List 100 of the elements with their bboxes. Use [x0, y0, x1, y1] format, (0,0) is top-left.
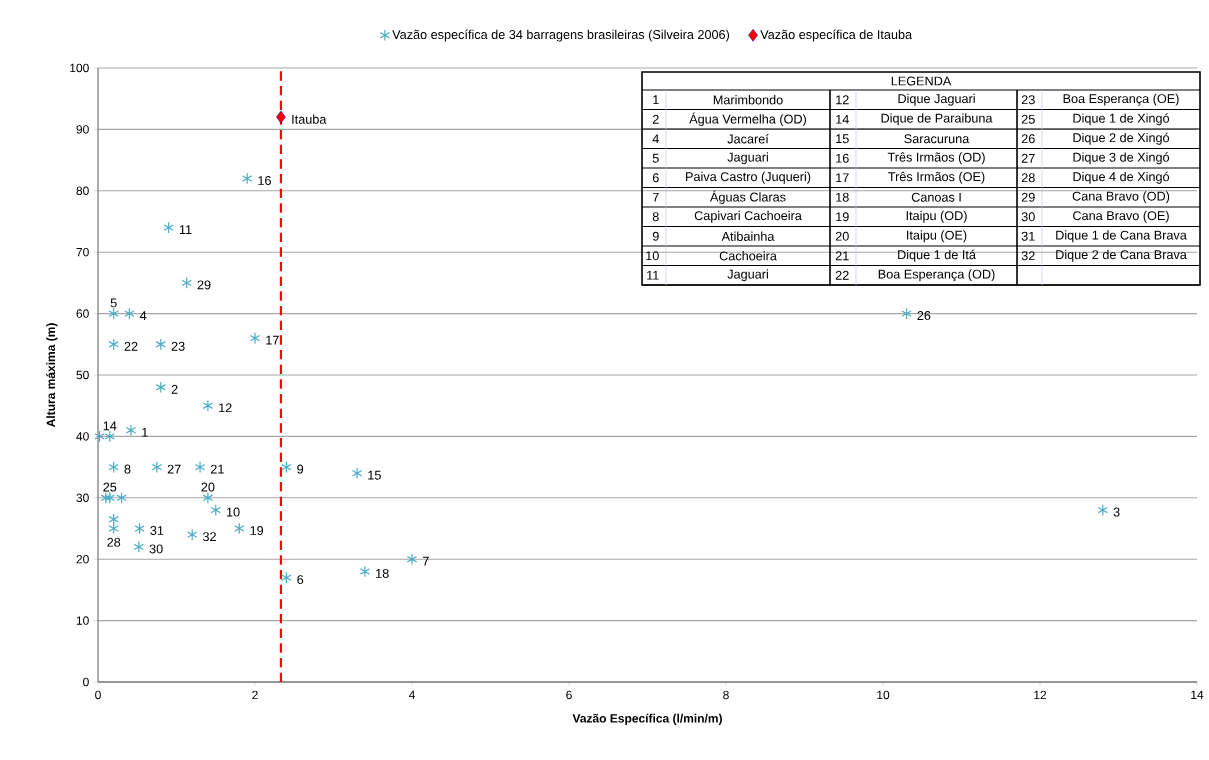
- point: [100, 491, 112, 504]
- annotation: 3: [1113, 507, 1120, 517]
- point: [202, 491, 214, 504]
- annotation: 8: [124, 464, 131, 474]
- y-tick-label: 30: [76, 493, 89, 503]
- annotation: Boa Esperança (OD): [878, 269, 995, 282]
- point: [351, 467, 363, 480]
- annotation: 19: [836, 212, 849, 222]
- annotation: Dique 1 de Itá: [898, 249, 976, 262]
- x-tick-label: 12: [1034, 690, 1047, 700]
- annotation: 9: [297, 464, 304, 474]
- annotation: 15: [836, 134, 849, 144]
- annotation: 22: [835, 270, 849, 280]
- annotation: 20: [835, 231, 849, 241]
- point: [281, 461, 292, 474]
- annotation: 21: [210, 464, 224, 474]
- annotation: Itauba: [292, 114, 327, 124]
- point: [124, 307, 135, 320]
- annotation: 26: [1021, 134, 1035, 144]
- y-tick-label: 100: [70, 63, 89, 73]
- annotation: 26: [917, 311, 931, 321]
- annotation: 5: [110, 298, 117, 308]
- annotation: Atibainha: [721, 231, 775, 241]
- annotation: Cana Bravo (OD): [1072, 191, 1170, 204]
- point: [1097, 504, 1109, 517]
- point: [155, 381, 167, 394]
- annotation: 15: [368, 470, 381, 480]
- y-tick-label: 10: [76, 616, 89, 625]
- annotation: 17: [266, 335, 279, 345]
- point: [194, 461, 206, 474]
- annotation: 2: [652, 114, 659, 124]
- annotation: 1: [142, 427, 148, 437]
- y-tick-label: 90: [76, 125, 89, 134]
- annotation: 30: [149, 544, 163, 554]
- x-tick-label: 4: [408, 690, 415, 699]
- point: [901, 307, 912, 320]
- point: [116, 491, 127, 504]
- annotation: Cachoeira: [719, 251, 777, 261]
- x-tick-label: 14: [1191, 690, 1204, 699]
- annotation: 28: [107, 537, 121, 547]
- point: [134, 522, 145, 535]
- x-tick-label: 6: [566, 690, 572, 700]
- annotation: 32: [1021, 251, 1035, 261]
- annotation: 6: [297, 575, 304, 585]
- annotation: 10: [646, 251, 659, 261]
- point: [234, 522, 245, 535]
- y-tick-label: 40: [76, 432, 89, 441]
- point: [104, 430, 115, 443]
- annotation: Dique 1 de Cana Brava: [1056, 230, 1187, 243]
- annotation: Três Irmãos (OD): [887, 152, 985, 165]
- annotation: 5: [652, 153, 659, 163]
- y-axis-title: Altura máxima (m): [46, 323, 58, 428]
- point: [281, 571, 292, 584]
- annotation: Itaipu (OE): [907, 230, 967, 243]
- point: [359, 565, 371, 578]
- point: [125, 424, 137, 437]
- legend-label: Vazão específica de 34 barragens brasileiras (Silveira 2006): [392, 29, 730, 42]
- y-tick-label: 20: [76, 554, 89, 564]
- point: [94, 430, 105, 443]
- annotation: 9: [652, 231, 659, 241]
- point: [163, 221, 174, 234]
- annotation: 14: [103, 421, 117, 431]
- annotation: 11: [179, 225, 192, 234]
- y-tick-label: 0: [83, 677, 89, 687]
- y-tick-label: 50: [76, 370, 89, 380]
- x-tick-label: 10: [877, 690, 890, 700]
- annotation: 27: [1021, 153, 1035, 163]
- point: [181, 276, 192, 289]
- point: [202, 399, 214, 412]
- annotation: 29: [197, 280, 211, 290]
- annotation: 14: [836, 114, 849, 124]
- point: [406, 553, 418, 566]
- annotation: 21: [835, 251, 849, 261]
- annotation: Boa Esperança (OE): [1063, 93, 1179, 106]
- annotation: Dique Jaguari: [898, 93, 975, 106]
- annotation: Água Vermelha (OD): [689, 112, 806, 127]
- point: [276, 110, 286, 124]
- annotation: 12: [836, 95, 849, 105]
- annotation: 7: [422, 556, 429, 566]
- annotation: 22: [124, 341, 138, 351]
- annotation: Dique 1 de Xingó: [1073, 113, 1170, 126]
- annotation: 30: [1021, 212, 1035, 222]
- annotation: 17: [836, 173, 849, 183]
- annotation: 29: [1021, 192, 1035, 202]
- annotation: Marimbondo: [713, 95, 783, 105]
- point: [249, 332, 261, 345]
- annotation: Itaipu (OD): [906, 210, 967, 223]
- point: [155, 338, 167, 351]
- annotation: Dique 2 de Xingó: [1073, 132, 1170, 145]
- annotation: 8: [652, 212, 659, 222]
- annotation: 2: [171, 384, 178, 394]
- annotation: 4: [139, 311, 147, 320]
- point: [241, 172, 253, 185]
- annotation: 16: [836, 153, 849, 163]
- annotation: 1: [653, 95, 659, 105]
- point: [186, 528, 198, 541]
- annotation: Capivari Cachoeira: [694, 210, 802, 223]
- annotation: Jaguari: [727, 152, 768, 165]
- annotation: Dique de Paraibuna: [881, 113, 993, 126]
- annotation: Jaguari: [727, 269, 768, 282]
